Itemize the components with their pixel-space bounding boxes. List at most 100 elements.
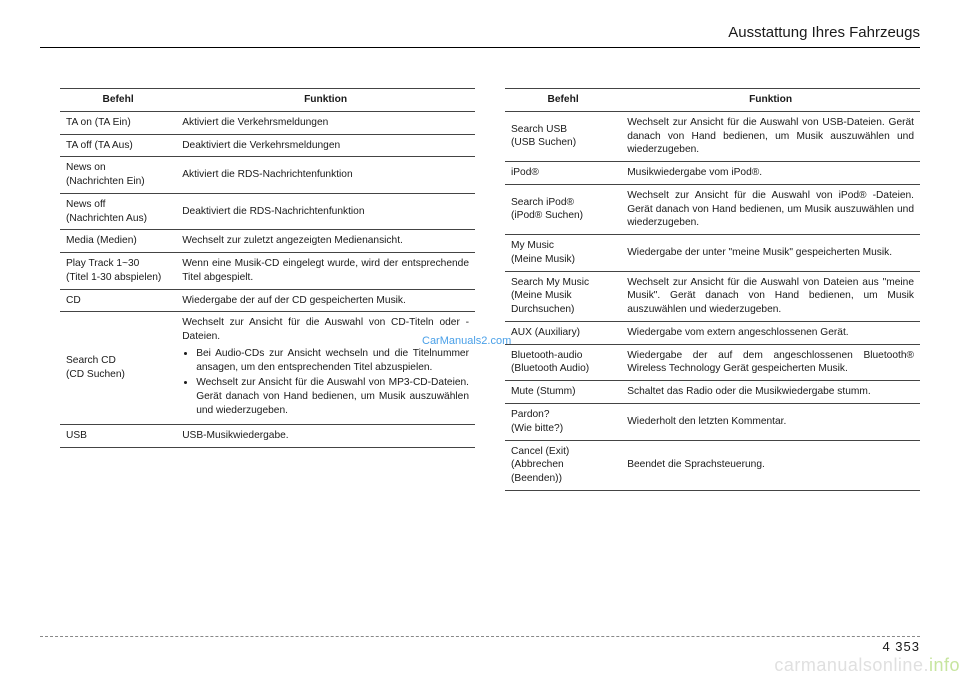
page-number-value: 353 bbox=[895, 639, 920, 654]
function-cell: Wiedergabe der auf dem angeschlossenen B… bbox=[621, 344, 920, 381]
function-intro: Wechselt zur Ansicht für die Auswahl von… bbox=[182, 316, 469, 344]
command-cell: Search iPod®(iPod® Suchen) bbox=[505, 184, 621, 234]
command-cell: Search My Music(Meine Musik Durchsuchen) bbox=[505, 271, 621, 321]
command-text: (Nachrichten Aus) bbox=[66, 212, 170, 226]
command-cell: TA off (TA Aus) bbox=[60, 134, 176, 157]
table-row: TA on (TA Ein) Aktiviert die Verkehrsmeld… bbox=[60, 111, 475, 134]
command-cell: Play Track 1~30(Titel 1-30 abspielen) bbox=[60, 253, 176, 290]
command-text: Media (Medien) bbox=[66, 234, 170, 248]
table-row: News on(Nachrichten Ein)Aktiviert die RD… bbox=[60, 157, 475, 194]
table-row: CD Wiedergabe der auf der CD gespeicherte… bbox=[60, 289, 475, 312]
table-row: Pardon?(Wie bitte?)Wiederholt den letzte… bbox=[505, 404, 920, 441]
section-number: 4 bbox=[882, 639, 890, 654]
table-row: Bluetooth-audio(Bluetooth Audio)Wiederga… bbox=[505, 344, 920, 381]
table-row: Mute (Stumm) Schaltet das Radio oder die … bbox=[505, 381, 920, 404]
col-header-command: Befehl bbox=[60, 89, 176, 112]
watermark-bottom: carmanualsonline.info bbox=[774, 655, 960, 676]
function-bullet: Wechselt zur Ansicht für die Auswahl von… bbox=[196, 376, 469, 417]
watermark-bottom-a: carmanualsonline. bbox=[774, 655, 929, 675]
page-footer: 4 353 bbox=[0, 636, 960, 654]
command-text: (iPod® Suchen) bbox=[511, 209, 615, 223]
function-cell: Wiedergabe vom extern angeschlossenen Ge… bbox=[621, 321, 920, 344]
function-cell: Wiedergabe der auf der CD gespeicherten … bbox=[176, 289, 475, 312]
command-text: (Wie bitte?) bbox=[511, 422, 615, 436]
table-row: Search USB(USB Suchen)Wechselt zur Ansic… bbox=[505, 111, 920, 161]
watermark-bottom-b: info bbox=[929, 655, 960, 675]
function-cell: Beendet die Sprachsteuerung. bbox=[621, 440, 920, 490]
command-text: (USB Suchen) bbox=[511, 136, 615, 150]
command-cell: News off(Nachrichten Aus) bbox=[60, 193, 176, 230]
function-cell: Musikwiedergabe vom iPod®. bbox=[621, 162, 920, 185]
page-header: Ausstattung Ihres Fahrzeugs bbox=[40, 0, 920, 48]
col-header-command: Befehl bbox=[505, 89, 621, 112]
table-row: AUX (Auxiliary) Wiedergabe vom extern ang… bbox=[505, 321, 920, 344]
command-cell: CD bbox=[60, 289, 176, 312]
table-row: My Music(Meine Musik)Wiedergabe der unte… bbox=[505, 235, 920, 272]
function-cell: Wechselt zur zuletzt angezeigten Mediena… bbox=[176, 230, 475, 253]
table-row: Search CD(CD Suchen)Wechselt zur Ansicht… bbox=[60, 312, 475, 424]
command-cell: iPod® bbox=[505, 162, 621, 185]
function-cell: USB-Musikwiedergabe. bbox=[176, 424, 475, 447]
table-row: TA off (TA Aus)Deaktiviert die Verkehrsm… bbox=[60, 134, 475, 157]
command-text: Search My Music bbox=[511, 276, 615, 290]
command-text: (Meine Musik Durchsuchen) bbox=[511, 289, 615, 317]
col-header-function: Funktion bbox=[176, 89, 475, 112]
command-cell: AUX (Auxiliary) bbox=[505, 321, 621, 344]
command-cell: Search USB(USB Suchen) bbox=[505, 111, 621, 161]
command-text: Mute (Stumm) bbox=[511, 385, 615, 399]
table-header-row: Befehl Funktion bbox=[60, 89, 475, 112]
footer-divider bbox=[40, 636, 920, 637]
command-text: AUX (Auxiliary) bbox=[511, 326, 615, 340]
command-text: My Music bbox=[511, 239, 615, 253]
right-column: Befehl Funktion Search USB(USB Suchen)We… bbox=[505, 88, 920, 491]
command-text: (Meine Musik) bbox=[511, 253, 615, 267]
function-cell: Wechselt zur Ansicht für die Auswahl von… bbox=[621, 271, 920, 321]
header-title: Ausstattung Ihres Fahrzeugs bbox=[728, 24, 920, 41]
table-row: News off(Nachrichten Aus)Deaktiviert die… bbox=[60, 193, 475, 230]
command-cell: News on(Nachrichten Ein) bbox=[60, 157, 176, 194]
function-cell: Deaktiviert die RDS-Nachrichtenfunktion bbox=[176, 193, 475, 230]
command-cell: USB bbox=[60, 424, 176, 447]
table-row: Cancel (Exit)(Abbrechen (Beenden))Beende… bbox=[505, 440, 920, 490]
command-text: CD bbox=[66, 294, 170, 308]
command-text: Bluetooth-audio bbox=[511, 349, 615, 363]
command-text: Cancel (Exit) bbox=[511, 445, 615, 459]
command-text: Pardon? bbox=[511, 408, 615, 422]
command-cell: TA on (TA Ein) bbox=[60, 111, 176, 134]
command-text: News on bbox=[66, 161, 170, 175]
function-cell: Schaltet das Radio oder die Musikwiederg… bbox=[621, 381, 920, 404]
table-row: Play Track 1~30(Titel 1-30 abspielen)Wen… bbox=[60, 253, 475, 290]
command-text: (Bluetooth Audio) bbox=[511, 362, 615, 376]
function-cell: Wechselt zur Ansicht für die Auswahl von… bbox=[176, 312, 475, 424]
function-cell: Wechselt zur Ansicht für die Auswahl von… bbox=[621, 111, 920, 161]
command-cell: Media (Medien) bbox=[60, 230, 176, 253]
command-cell: Pardon?(Wie bitte?) bbox=[505, 404, 621, 441]
command-text: TA on (TA Ein) bbox=[66, 116, 170, 130]
function-cell: Aktiviert die Verkehrsmeldungen bbox=[176, 111, 475, 134]
function-cell: Wenn eine Musik-CD eingelegt wurde, wird… bbox=[176, 253, 475, 290]
table-row: Search iPod®(iPod® Suchen)Wechselt zur A… bbox=[505, 184, 920, 234]
col-header-function: Funktion bbox=[621, 89, 920, 112]
content-area: Befehl Funktion TA on (TA Ein) Aktiviert … bbox=[0, 48, 960, 491]
command-text: USB bbox=[66, 429, 170, 443]
function-cell: Aktiviert die RDS-Nachrichtenfunktion bbox=[176, 157, 475, 194]
command-text: (Titel 1-30 abspielen) bbox=[66, 271, 170, 285]
command-cell: Search CD(CD Suchen) bbox=[60, 312, 176, 424]
table-row: iPod® Musikwiedergabe vom iPod®. bbox=[505, 162, 920, 185]
command-cell: Cancel (Exit)(Abbrechen (Beenden)) bbox=[505, 440, 621, 490]
function-bullet-list: Bei Audio-CDs zur Ansicht wechseln und d… bbox=[182, 347, 469, 418]
command-text: iPod® bbox=[511, 166, 615, 180]
command-cell: Bluetooth-audio(Bluetooth Audio) bbox=[505, 344, 621, 381]
function-cell: Wiedergabe der unter "meine Musik" gespe… bbox=[621, 235, 920, 272]
function-cell: Wiederholt den letzten Kommentar. bbox=[621, 404, 920, 441]
table-row: Media (Medien) Wechselt zur zuletzt angez… bbox=[60, 230, 475, 253]
command-text: Search iPod® bbox=[511, 196, 615, 210]
command-text: (CD Suchen) bbox=[66, 368, 170, 382]
page-number: 4 353 bbox=[40, 639, 920, 654]
left-column: Befehl Funktion TA on (TA Ein) Aktiviert … bbox=[60, 88, 475, 491]
command-cell: Mute (Stumm) bbox=[505, 381, 621, 404]
command-text: (Abbrechen (Beenden)) bbox=[511, 458, 615, 486]
command-cell: My Music(Meine Musik) bbox=[505, 235, 621, 272]
command-text: Search USB bbox=[511, 123, 615, 137]
left-table: Befehl Funktion TA on (TA Ein) Aktiviert … bbox=[60, 88, 475, 448]
